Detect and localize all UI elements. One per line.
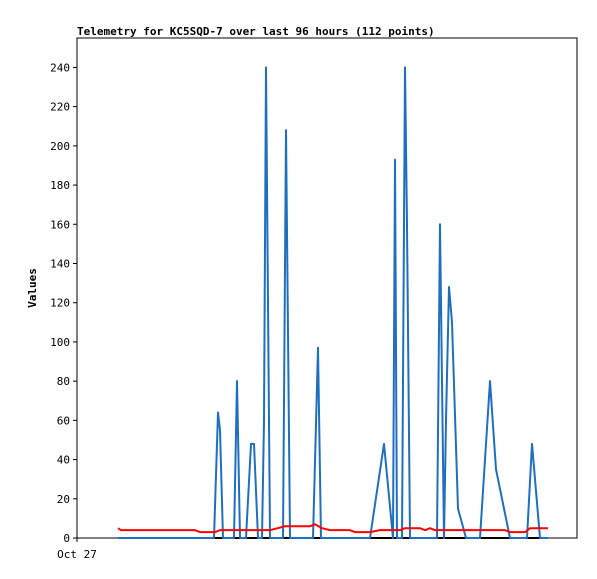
y-tick-label: 240	[50, 61, 70, 74]
series-line	[118, 66, 548, 539]
y-tick-label: 200	[50, 140, 70, 153]
y-tick-label: 20	[57, 493, 70, 506]
y-tick-label: 120	[50, 297, 70, 310]
y-axis-label: Values	[26, 268, 39, 308]
y-tick-label: 0	[63, 532, 70, 545]
series-line	[117, 523, 548, 534]
x-tick-label: Oct 27	[57, 548, 97, 561]
y-tick-label: 220	[50, 101, 70, 114]
y-tick-label: 80	[57, 375, 70, 388]
y-tick-label: 40	[57, 454, 70, 467]
chart-title: Telemetry for KC5SQD-7 over last 96 hour…	[77, 25, 435, 38]
y-tick-label: 100	[50, 336, 70, 349]
y-tick-label: 160	[50, 218, 70, 231]
plot-frame	[76, 37, 578, 539]
y-tick-label: 140	[50, 257, 70, 270]
y-tick-label: 180	[50, 179, 70, 192]
y-tick-label: 60	[57, 414, 70, 427]
